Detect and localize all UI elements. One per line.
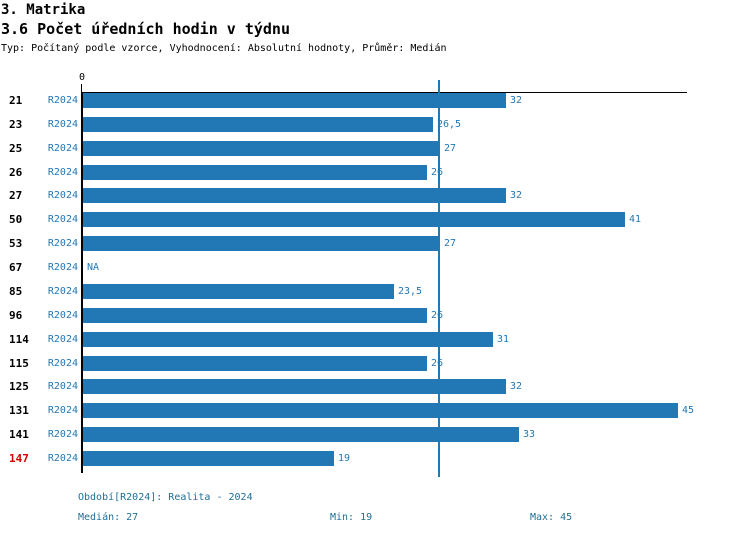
row-series-label: R2024 — [47, 143, 78, 154]
row-category-label: 96 — [9, 309, 23, 322]
bar — [83, 93, 506, 108]
bar — [83, 379, 506, 394]
row-category-label: 50 — [9, 213, 23, 226]
bar-value-label: 33 — [523, 429, 536, 440]
bar-value-label: 26,5 — [437, 119, 462, 130]
bar-value-label: 32 — [510, 190, 523, 201]
chart-meta-info: Typ: Počítaný podle vzorce, Vyhodnocení:… — [1, 43, 447, 54]
bar-value-label: 31 — [497, 334, 510, 345]
bar — [83, 236, 440, 251]
bar-value-label: 26 — [431, 358, 444, 369]
row-category-label: 85 — [9, 285, 23, 298]
row-series-label: R2024 — [47, 95, 78, 106]
bar — [83, 117, 433, 132]
row-category-label: 27 — [9, 189, 23, 202]
bar-value-label: 26 — [431, 167, 444, 178]
footer-min: Min: 19 — [330, 512, 373, 523]
bar — [83, 188, 506, 203]
row-category-label: 125 — [9, 380, 29, 393]
row-category-label: 23 — [9, 118, 23, 131]
row-category-label: 147 — [9, 452, 29, 465]
bar — [83, 284, 394, 299]
y-axis-line — [81, 92, 83, 473]
bar — [83, 403, 678, 418]
row-category-label: 141 — [9, 428, 29, 441]
bar-value-label: 32 — [510, 381, 523, 392]
section-title: 3. Matrika — [1, 2, 86, 18]
footer-median: Medián: 27 — [78, 512, 139, 523]
row-series-label: R2024 — [47, 262, 78, 273]
bar-value-label: 26 — [431, 310, 444, 321]
x-axis-tick — [81, 84, 82, 92]
row-category-label: 21 — [9, 94, 23, 107]
row-category-label: 114 — [9, 333, 29, 346]
bar — [83, 308, 427, 323]
row-na-label: NA — [87, 262, 100, 273]
row-series-label: R2024 — [47, 429, 78, 440]
row-series-label: R2024 — [47, 334, 78, 345]
row-series-label: R2024 — [47, 190, 78, 201]
row-series-label: R2024 — [47, 214, 78, 225]
median-line — [438, 80, 440, 477]
bar-value-label: 27 — [444, 143, 457, 154]
bar — [83, 141, 440, 156]
row-series-label: R2024 — [47, 119, 78, 130]
footer-max: Max: 45 — [530, 512, 573, 523]
bar — [83, 427, 519, 442]
bar — [83, 212, 625, 227]
row-category-label: 26 — [9, 166, 23, 179]
bar-value-label: 45 — [682, 405, 695, 416]
bar-value-label: 27 — [444, 238, 457, 249]
row-category-label: 67 — [9, 261, 23, 274]
row-series-label: R2024 — [47, 453, 78, 464]
x-axis-line — [81, 92, 687, 93]
row-series-label: R2024 — [47, 310, 78, 321]
row-series-label: R2024 — [47, 286, 78, 297]
bar — [83, 356, 427, 371]
row-category-label: 131 — [9, 404, 29, 417]
row-series-label: R2024 — [47, 167, 78, 178]
x-axis-tick-label: 0 — [78, 72, 86, 83]
row-series-label: R2024 — [47, 238, 78, 249]
chart-title: 3.6 Počet úředních hodin v týdnu — [1, 20, 290, 38]
footer-period: Období[R2024]: Realita - 2024 — [78, 492, 253, 503]
row-series-label: R2024 — [47, 381, 78, 392]
row-series-label: R2024 — [47, 358, 78, 369]
bar-value-label: 32 — [510, 95, 523, 106]
row-series-label: R2024 — [47, 405, 78, 416]
bar-value-label: 19 — [338, 453, 351, 464]
bar-value-label: 23,5 — [398, 286, 423, 297]
bar — [83, 332, 493, 347]
row-category-label: 25 — [9, 142, 23, 155]
bar — [83, 165, 427, 180]
bar — [83, 451, 334, 466]
bar-value-label: 41 — [629, 214, 642, 225]
row-category-label: 53 — [9, 237, 23, 250]
row-category-label: 115 — [9, 357, 29, 370]
